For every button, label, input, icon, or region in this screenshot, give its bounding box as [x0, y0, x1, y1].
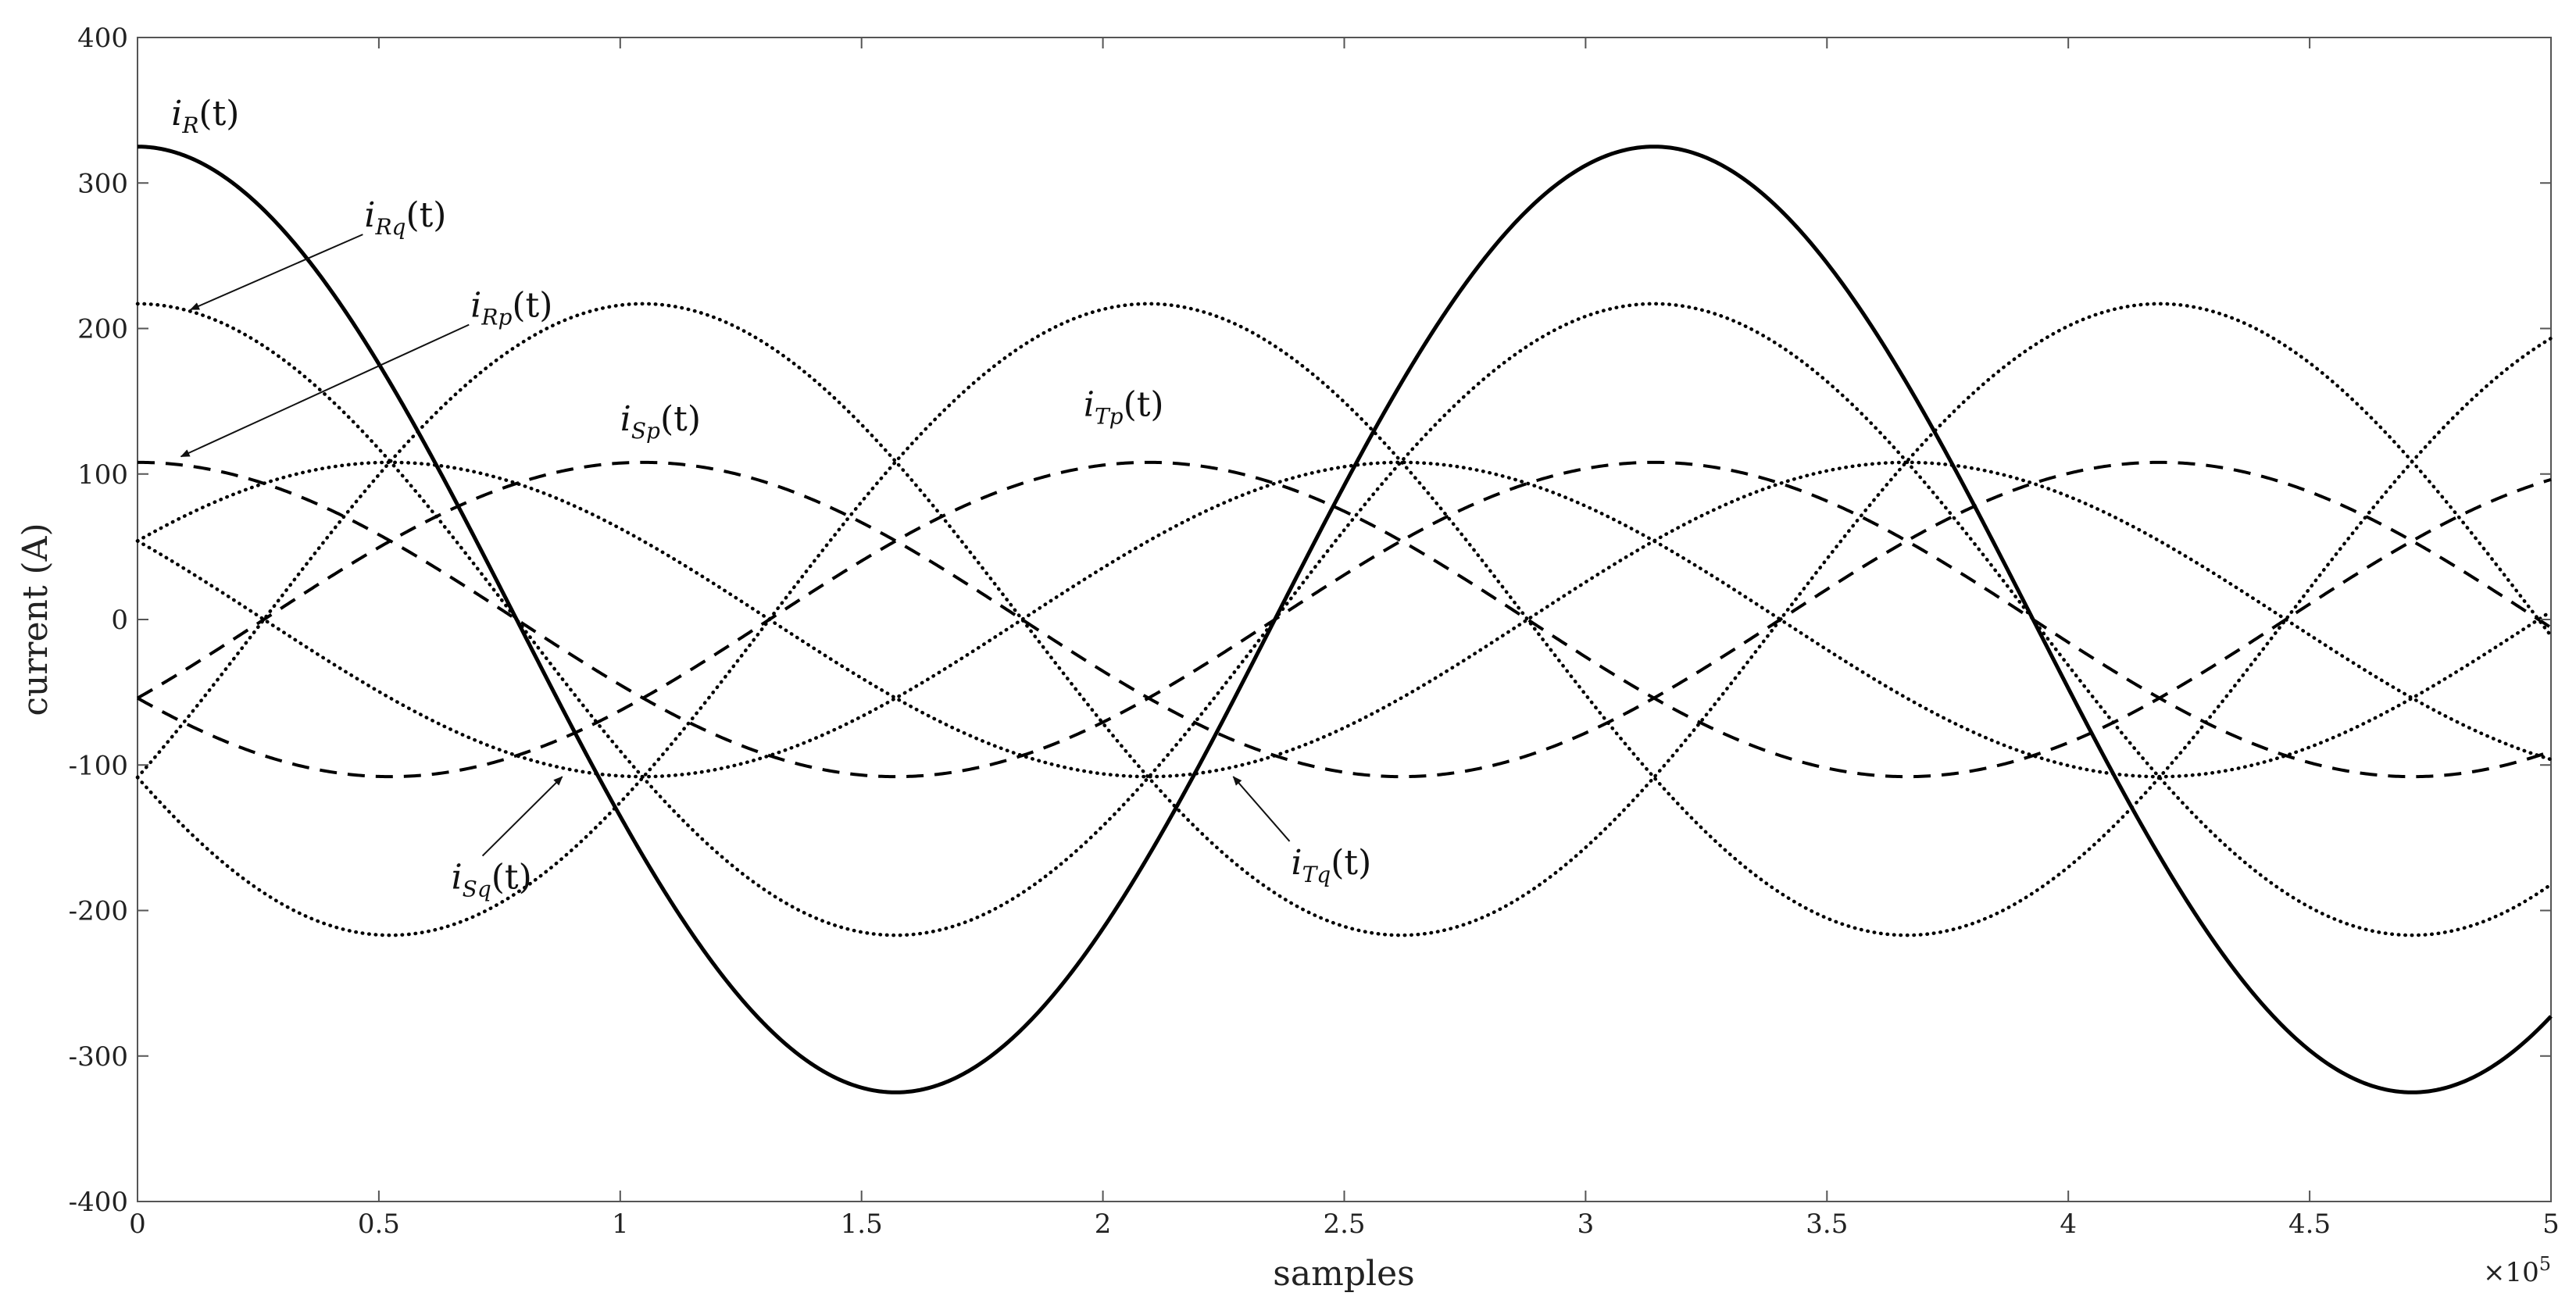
x-exponent-power: 5 — [2539, 1253, 2551, 1275]
x-tick-label: 1 — [612, 1209, 629, 1240]
plot-area — [137, 37, 2552, 1202]
x-tick-label: 1.5 — [841, 1209, 883, 1240]
y-tick-label: 100 — [77, 459, 128, 491]
series-line-iSq2 — [135, 302, 2553, 937]
x-tick-label: 4 — [2060, 1209, 2077, 1240]
y-tick-label: 300 — [77, 168, 128, 199]
x-exponent: ×105 — [2483, 1253, 2551, 1288]
series-line-iR — [137, 145, 2553, 1094]
annotation-arrow-ann-iTq — [1232, 776, 1291, 842]
series-line-iRp — [137, 460, 2552, 779]
y-tick-label: -400 — [69, 1187, 128, 1218]
annotation-arrow-ann-iSq — [481, 776, 563, 857]
series-layer — [135, 145, 2553, 1094]
x-exponent-base: ×10 — [2483, 1257, 2539, 1288]
annotation-ann-iRp: iRp(t) — [470, 286, 552, 330]
y-axis-label: current (A) — [16, 523, 55, 716]
x-tick-label: 4.5 — [2288, 1209, 2331, 1240]
y-tick-label: 400 — [77, 23, 128, 54]
y-tick-label: -200 — [69, 896, 128, 927]
annotations-layer: iR(t) iRq(t) iRp(t) iSp(t) iTp(t) iSq(t) iTq(t… — [171, 94, 1371, 902]
annotation-arrow-ann-iRq — [190, 234, 363, 311]
x-tick-label: 2.5 — [1323, 1209, 1365, 1240]
annotation-ann-iSp: iSp(t) — [620, 399, 701, 444]
annotation-ann-iTq: iTq(t) — [1292, 843, 1372, 887]
x-tick-label: 3 — [1577, 1209, 1595, 1240]
annotation-ann-iTp: iTp(t) — [1084, 384, 1164, 429]
series-line-iTq — [135, 460, 2553, 779]
series-line-iTq2 — [135, 302, 2553, 937]
y-tick-label: 0 — [111, 605, 128, 636]
y-tick-label: -100 — [69, 750, 128, 781]
series-line-iTp — [137, 460, 2552, 779]
x-tick-label: 2 — [1095, 1209, 1112, 1240]
series-line-iSp — [137, 460, 2553, 779]
x-tick-label: 5 — [2542, 1209, 2560, 1240]
y-tick-label: -300 — [69, 1041, 128, 1073]
y-tick-label: 200 — [77, 314, 128, 345]
ticks-layer: 0 0.5 1 1.5 2 2.5 3 3.5 4 4.5 5 -400 -300 -200 -100 0 10… — [69, 23, 2560, 1240]
annotation-ann-iSq: iSq(t) — [452, 858, 532, 902]
x-tick-label: 0.5 — [358, 1209, 400, 1240]
annotation-arrow-ann-iRp — [180, 323, 470, 458]
x-axis-label: samples — [1273, 1254, 1414, 1294]
annotation-ann-iRq: iRq(t) — [364, 195, 446, 240]
series-line-iRq — [135, 302, 2553, 937]
x-tick-label: 0 — [129, 1209, 146, 1240]
annotation-ann-iR: iR(t) — [171, 94, 239, 138]
x-tick-label: 3.5 — [1806, 1209, 1848, 1240]
